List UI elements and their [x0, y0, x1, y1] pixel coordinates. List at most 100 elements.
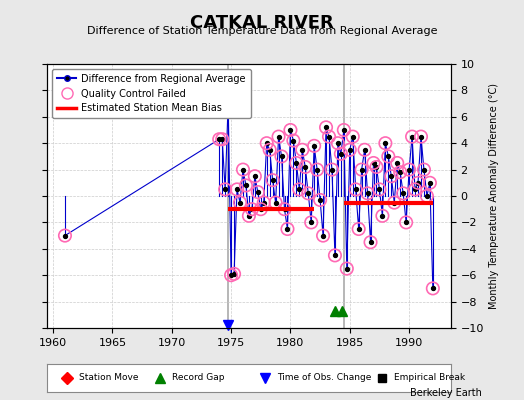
Point — [390, 199, 398, 206]
Point — [215, 136, 223, 142]
Point — [310, 143, 319, 149]
Point — [393, 160, 401, 166]
Point — [301, 164, 310, 170]
Point — [331, 252, 339, 258]
Point — [357, 166, 366, 173]
Point — [375, 186, 384, 192]
Point — [283, 226, 292, 232]
Point — [215, 136, 223, 142]
Point — [250, 173, 259, 179]
Point — [301, 164, 310, 170]
Point — [352, 186, 360, 192]
Point — [304, 190, 312, 196]
Point — [221, 186, 230, 192]
Point — [411, 186, 419, 192]
Point — [372, 164, 380, 170]
Point — [292, 160, 301, 166]
Point — [366, 239, 375, 245]
Point — [408, 133, 416, 140]
Point — [423, 193, 431, 199]
Point — [218, 136, 226, 142]
Point — [429, 285, 437, 292]
Point — [334, 140, 342, 146]
Point — [423, 193, 431, 199]
Point — [236, 199, 244, 206]
Point — [384, 153, 392, 160]
Point — [289, 137, 298, 144]
Point — [239, 166, 247, 173]
Point — [369, 160, 378, 166]
Point — [254, 189, 262, 195]
Point — [363, 190, 372, 196]
Point — [230, 271, 238, 277]
Point — [266, 146, 274, 153]
Point — [286, 127, 294, 133]
Point — [316, 197, 324, 203]
Point — [298, 146, 307, 153]
Point — [230, 271, 238, 277]
Point — [248, 206, 256, 212]
Point — [313, 166, 321, 173]
Point — [384, 153, 392, 160]
Point — [218, 136, 226, 142]
Legend: Difference from Regional Average, Quality Control Failed, Estimated Station Mean: Difference from Regional Average, Qualit… — [52, 69, 250, 118]
Point — [387, 173, 396, 179]
Text: Difference of Station Temperature Data from Regional Average: Difference of Station Temperature Data f… — [87, 26, 437, 36]
Point — [328, 166, 336, 173]
Point — [61, 232, 69, 239]
Point — [313, 166, 321, 173]
Point — [348, 133, 357, 140]
Point — [268, 177, 277, 183]
Point — [328, 166, 336, 173]
Point — [390, 199, 398, 206]
Point — [307, 219, 315, 226]
Point — [259, 199, 268, 206]
Point — [242, 182, 250, 189]
Point — [310, 143, 319, 149]
Point — [233, 186, 241, 192]
Point — [396, 169, 405, 176]
Point — [227, 272, 235, 278]
Point — [402, 219, 410, 226]
Point — [343, 266, 351, 272]
Point — [361, 146, 369, 153]
Point — [369, 160, 378, 166]
Point — [396, 169, 405, 176]
Point — [325, 133, 333, 140]
Point — [337, 150, 345, 157]
Point — [286, 127, 294, 133]
Point — [275, 133, 283, 140]
Point — [263, 140, 271, 146]
Point — [381, 140, 389, 146]
Point — [254, 189, 262, 195]
Point — [289, 137, 298, 144]
Point — [405, 166, 413, 173]
Point — [271, 199, 280, 206]
Point — [259, 199, 268, 206]
Point — [280, 206, 289, 212]
Point — [393, 160, 401, 166]
Point — [280, 206, 289, 212]
Point — [361, 146, 369, 153]
Point — [298, 146, 307, 153]
Point — [295, 186, 303, 192]
Point — [414, 180, 422, 186]
Point — [354, 226, 363, 232]
Point — [266, 146, 274, 153]
Point — [420, 166, 428, 173]
Point — [233, 186, 241, 192]
Point — [248, 206, 256, 212]
Point — [366, 239, 375, 245]
Point — [402, 219, 410, 226]
Point — [414, 180, 422, 186]
Point — [357, 166, 366, 173]
Point — [292, 160, 301, 166]
Point — [425, 180, 434, 186]
Point — [322, 124, 330, 130]
Y-axis label: Monthly Temperature Anomaly Difference (°C): Monthly Temperature Anomaly Difference (… — [489, 83, 499, 309]
Point — [411, 186, 419, 192]
Text: Empirical Break: Empirical Break — [394, 374, 465, 382]
Point — [277, 153, 286, 160]
Point — [271, 199, 280, 206]
Point — [337, 150, 345, 157]
